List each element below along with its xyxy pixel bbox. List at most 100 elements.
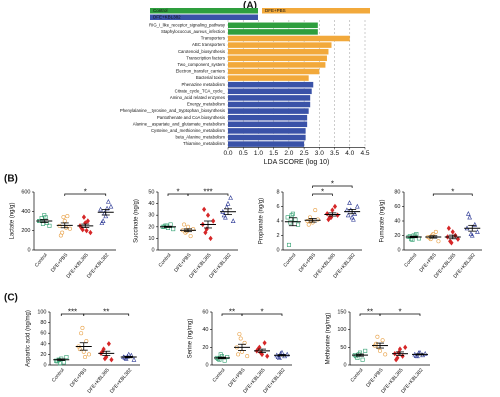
error-bar [409, 235, 418, 239]
data-point [450, 229, 455, 235]
data-point [469, 232, 475, 238]
error-bar [224, 208, 232, 216]
error-bar [164, 225, 172, 228]
y-tick-label: 0 [397, 247, 400, 253]
data-point [58, 233, 63, 238]
x-tick-label: 2.0 [284, 150, 293, 157]
y-axis-label: Aspartic acid (ng/mg) [26, 310, 32, 367]
significance-bracket [312, 185, 353, 188]
error-bar [124, 355, 133, 359]
data-point [351, 216, 356, 222]
data-point [109, 356, 114, 363]
bar [228, 68, 320, 75]
y-tick-label: 50 [148, 189, 154, 195]
significance-bracket [379, 313, 421, 316]
error-bar [288, 217, 297, 227]
data-point [277, 355, 282, 360]
y-axis-label: Lactate (ng/g) [10, 202, 16, 239]
bar [228, 42, 332, 48]
data-point [380, 338, 385, 343]
y-tick-label: 6 [276, 204, 279, 210]
panel-label: (B) [4, 174, 18, 185]
y-tick-label: 10 [148, 236, 154, 242]
y-axis-label: Methionine (ng/mg) [326, 313, 332, 365]
x-tick-label: Control [51, 367, 66, 383]
data-point [436, 239, 441, 244]
data-point [188, 234, 193, 239]
data-point [455, 236, 461, 242]
y-axis-label: Serine (ng/mg) [188, 319, 194, 359]
y-tick-label: 100 [37, 309, 46, 315]
significance-label: * [331, 180, 334, 189]
data-point [61, 215, 66, 220]
data-point [171, 227, 176, 232]
category-label: Phenazine metabolism [182, 82, 226, 87]
y-tick-label: 40 [148, 201, 154, 207]
data-point [79, 331, 84, 336]
significance-bracket [187, 193, 229, 196]
panel-label: (C) [4, 293, 18, 304]
data-point [433, 229, 438, 234]
x-tick-label: DFE+PBS [365, 367, 385, 389]
data-point [186, 224, 191, 229]
category-label: ABC transporters [192, 42, 225, 47]
bar [228, 141, 305, 147]
data-point [77, 347, 82, 352]
data-point [108, 203, 114, 209]
data-point [306, 222, 311, 227]
data-point [413, 353, 419, 358]
data-point [296, 222, 301, 227]
data-point [403, 344, 408, 351]
bar [228, 134, 306, 141]
category-label: Electron_transfer_carriers [176, 69, 225, 74]
x-tick-label: 0.5 [239, 150, 248, 157]
data-point [475, 229, 480, 234]
data-point [375, 334, 380, 339]
data-point [315, 217, 320, 222]
x-tick-label: 0.0 [223, 150, 232, 157]
data-point [394, 356, 399, 363]
error-bar [60, 222, 69, 229]
x-tick-label: DFE+PBS [69, 367, 89, 389]
x-tick-label: 4.5 [360, 150, 369, 157]
y-tick-label: 400 [21, 209, 30, 215]
y-tick-label: 80 [394, 189, 400, 195]
error-bar [396, 351, 404, 356]
x-tick-label: 1.5 [269, 150, 278, 157]
y-tick-label: 20 [202, 345, 208, 351]
data-point [223, 214, 228, 220]
category-label: Energy_metabolism [187, 102, 225, 107]
data-point [218, 352, 223, 357]
x-tick-label: Control [34, 252, 49, 268]
x-tick-label: DFE+PBS [173, 252, 193, 274]
significance-label: *** [68, 308, 77, 317]
error-bar [101, 209, 110, 216]
data-point [363, 348, 368, 353]
y-tick-label: 20 [148, 224, 154, 230]
data-point [326, 216, 331, 223]
data-point [105, 198, 111, 204]
significance-label: ** [229, 308, 235, 317]
y-tick-label: 100 [337, 327, 346, 333]
y-tick-label: 50 [340, 345, 346, 351]
data-point [88, 229, 93, 236]
x-tick-label: DFE+KBL382 [109, 367, 133, 395]
y-tick-label: 200 [21, 228, 30, 234]
significance-label: * [321, 188, 324, 197]
data-point [305, 219, 310, 224]
y-tick-label: 60 [202, 309, 208, 315]
data-point [397, 346, 403, 352]
y-tick-label: 0 [276, 247, 279, 253]
data-point [225, 200, 231, 206]
data-point [285, 215, 290, 220]
bar [228, 55, 327, 62]
bar [228, 22, 318, 29]
legend-label: DFE+PBS [265, 8, 286, 13]
data-point [465, 211, 471, 216]
x-tick-label: DFE+PBS [418, 252, 438, 274]
significance-bracket [83, 313, 130, 316]
data-point [86, 352, 91, 357]
category-label: Thiamine_metabolism [183, 141, 225, 146]
error-bar [278, 354, 286, 357]
y-tick-label: 0 [151, 247, 154, 253]
